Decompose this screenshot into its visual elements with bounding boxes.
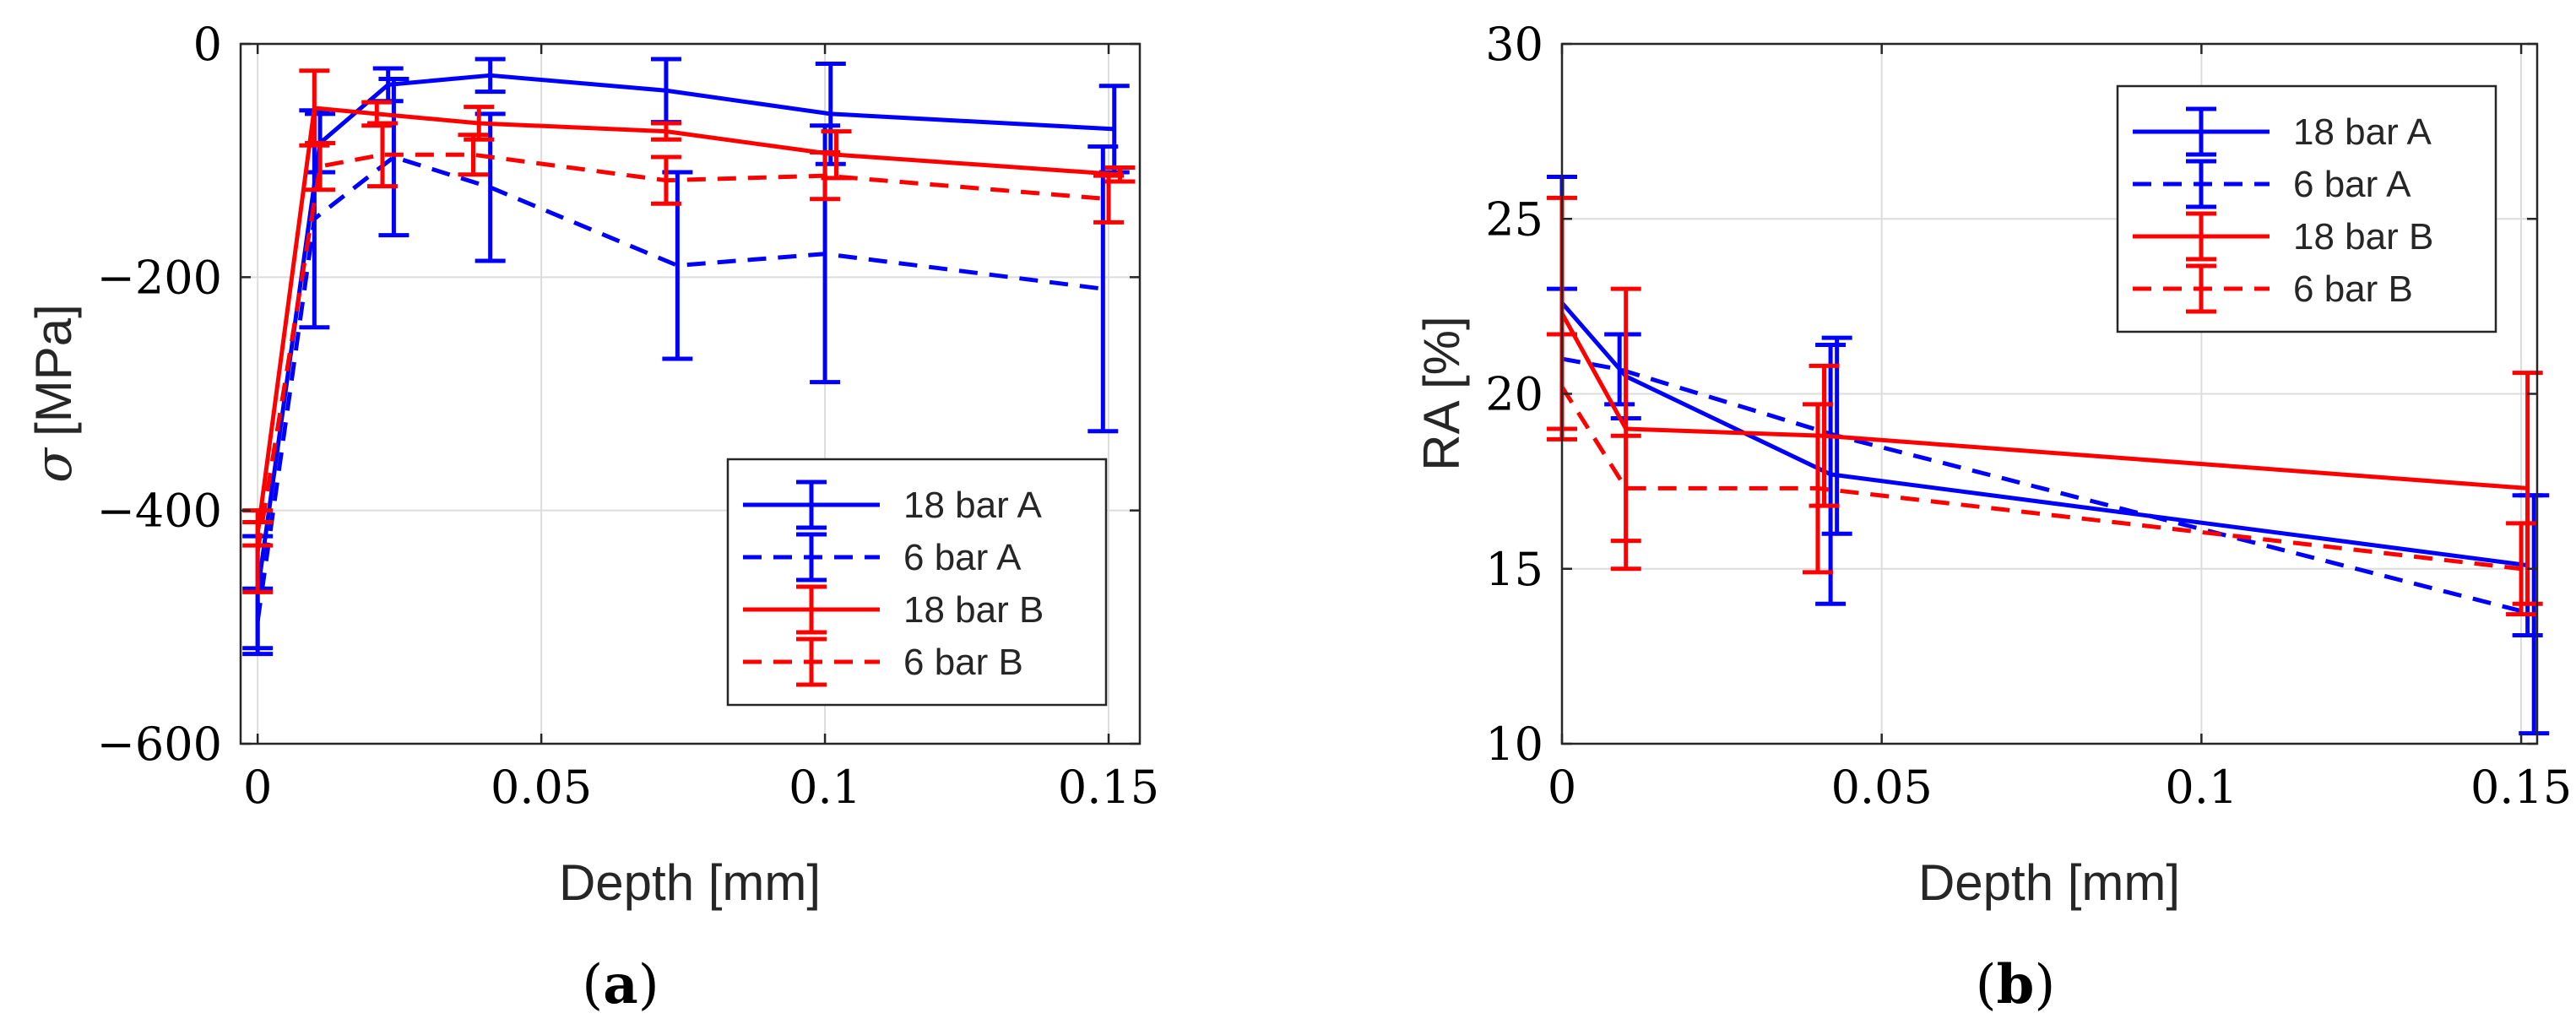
y-tick-label: 15	[1485, 543, 1543, 596]
panel-b-y-tick-labels: 10 15 20 25 30	[1485, 18, 1543, 771]
panel-b-caption-letter: b	[1997, 953, 2035, 1016]
y-tick-label: −600	[97, 718, 222, 771]
legend-label: 6 bar A	[903, 537, 1022, 578]
error-bar	[299, 68, 330, 148]
panel-a-caption: (a)	[582, 953, 659, 1016]
panel-a-x-axis-label: Depth [mm]	[559, 854, 821, 911]
error-bar	[458, 133, 489, 177]
error-bar	[1815, 342, 1847, 606]
legend-label: 6 bar A	[2293, 164, 2411, 205]
legend-entry: 18 bar A	[743, 480, 1043, 530]
y-tick-label: −400	[97, 485, 222, 538]
panel-a-y-axis-unit: [MPa]	[25, 304, 82, 436]
panel-a-ticks	[241, 42, 1140, 745]
panel-b-legend: 18 bar A 6 bar A 18 bar B 6 bar B	[2116, 84, 2497, 333]
error-bar	[1610, 433, 1641, 544]
panel-a-caption-letter: a	[603, 953, 637, 1016]
legend-label: 18 bar B	[903, 589, 1044, 631]
panel-a-axes-box	[239, 42, 1142, 745]
x-tick-label: 0.15	[1058, 761, 1159, 814]
series-line	[1559, 385, 2522, 572]
x-tick-label: 0.1	[2165, 761, 2237, 814]
error-bar	[810, 149, 841, 202]
legend-label: 6 bar B	[2293, 268, 2413, 310]
y-tick-label: 10	[1485, 718, 1543, 771]
legend-label: 18 bar A	[903, 485, 1043, 526]
error-bar	[815, 61, 846, 166]
series-line	[1561, 356, 2535, 617]
y-tick-label: 25	[1485, 192, 1543, 246]
panel-b-ticks	[1560, 42, 2537, 745]
legend-label: 18 bar A	[2293, 111, 2432, 153]
legend-entry: 6 bar A	[743, 532, 1022, 583]
y-tick-label: 20	[1485, 368, 1543, 421]
y-tick-label: 30	[1485, 18, 1543, 71]
error-bar	[1604, 332, 1635, 407]
x-tick-label: 0.05	[1831, 761, 1933, 814]
x-tick-label: 0.1	[789, 761, 861, 814]
error-bar	[378, 76, 409, 238]
panel-b-chart: 0 0.05 0.1 0.15 10 15 20 25 30 Depth [mm] RA [%…	[1413, 18, 2572, 1016]
y-tick-label: −200	[97, 251, 222, 304]
series-line	[1559, 312, 2528, 490]
panel-a-y-axis-label: σ [MPa]	[24, 304, 84, 483]
panel-a-chart: 0 0.05 0.1 0.15 −600 −400 −200 0 Depth [mm] σ […	[24, 18, 1159, 1016]
x-tick-label: 0	[243, 761, 272, 814]
panel-b-caption: (b)	[1976, 953, 2056, 1016]
panel-a-y-tick-labels: −600 −400 −200 0	[97, 18, 222, 771]
series-line	[1560, 301, 2528, 568]
error-bar	[650, 154, 681, 206]
panel-a-y-axis-symbol: σ	[24, 447, 84, 483]
panel-b-x-axis-label: Depth [mm]	[1918, 854, 2180, 911]
x-tick-label: 0.15	[2470, 761, 2572, 814]
error-bar	[650, 121, 681, 142]
legend-entry: 18 bar B	[2133, 211, 2433, 262]
error-bar	[1802, 402, 1833, 575]
error-bar	[2506, 521, 2537, 617]
legend-label: 18 bar B	[2293, 216, 2433, 257]
error-bar	[1093, 173, 1125, 225]
legend-entry: 18 bar B	[743, 584, 1044, 635]
panel-b-y-axis-label: RA [%]	[1413, 316, 1470, 470]
legend-entry: 18 bar A	[2133, 106, 2432, 157]
panel-a-series	[242, 57, 1136, 657]
error-bar	[305, 140, 336, 192]
legend-label: 6 bar B	[903, 642, 1023, 683]
y-tick-label: 0	[193, 18, 222, 71]
legend-entry: 6 bar B	[2133, 263, 2413, 314]
legend-entry: 6 bar A	[2133, 159, 2411, 209]
x-tick-label: 0.05	[491, 761, 592, 814]
panel-a-legend: 18 bar A 6 bar A 18 bar B 6 bar B	[726, 458, 1108, 707]
error-bar	[366, 121, 398, 189]
panel-a-x-tick-labels: 0 0.05 0.1 0.15	[243, 761, 1159, 814]
error-bar	[1809, 363, 1840, 508]
legend-entry: 6 bar B	[743, 637, 1023, 687]
error-bar	[475, 57, 506, 95]
series-6-bar-b	[242, 121, 1125, 594]
error-bar	[1087, 144, 1119, 434]
panel-b-x-tick-labels: 0 0.05 0.1 0.15	[1548, 761, 2572, 814]
x-tick-label: 0	[1548, 761, 1576, 814]
panel-a-plot-area	[242, 57, 1136, 657]
